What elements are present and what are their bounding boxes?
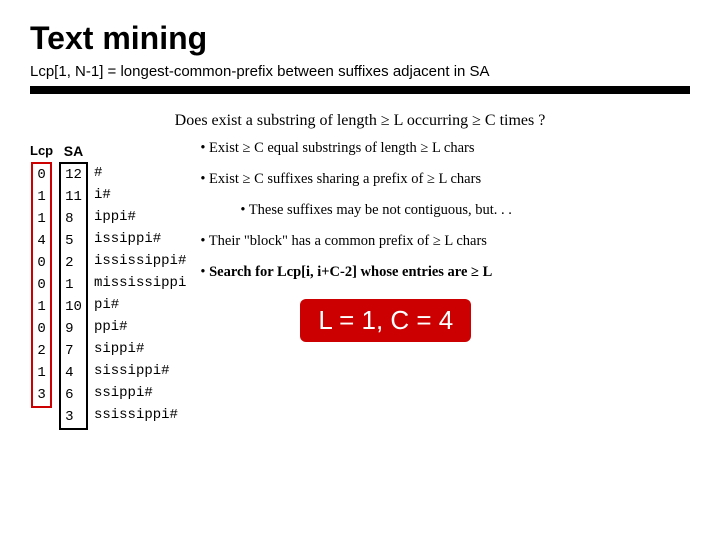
- bullet-5: • Search for Lcp[i, i+C-2] whose entries…: [200, 264, 690, 281]
- content-area: Lcp 0 1 1 4 0 0 1 0 2 1 3 SA 12 11 8 5 2…: [30, 140, 690, 430]
- suffix-cell: i#: [94, 184, 186, 206]
- bullet-1: • Exist ≥ C equal substrings of length ≥…: [200, 140, 690, 157]
- slide-subtitle: Lcp[1, N-1] = longest-common-prefix betw…: [30, 63, 690, 80]
- lcp-cell: 0: [37, 274, 45, 296]
- suffix-cell: ssissippi#: [94, 404, 186, 426]
- suffix-cell: ississippi#: [94, 250, 186, 272]
- bullet-5-pre: •: [200, 264, 209, 280]
- sa-cell: 1: [65, 274, 82, 296]
- lcp-cell: 3: [37, 384, 45, 406]
- result-box: L = 1, C = 4: [300, 299, 471, 342]
- lcp-box: 0 1 1 4 0 0 1 0 2 1 3: [31, 162, 51, 408]
- suffix-cell: mississippi: [94, 272, 186, 294]
- lcp-cell: 1: [37, 186, 45, 208]
- question-text: Does exist a substring of length ≥ L occ…: [30, 112, 690, 130]
- bullet-3: • These suffixes may be not contiguous, …: [200, 202, 690, 219]
- lcp-cell: 0: [37, 318, 45, 340]
- suffix-cell: #: [94, 162, 186, 184]
- sa-cell: 11: [65, 186, 82, 208]
- lcp-cell: 2: [37, 340, 45, 362]
- sa-cell: 3: [65, 406, 82, 428]
- suffix-cell: ssippi#: [94, 382, 186, 404]
- divider-bar: [30, 86, 690, 94]
- sa-cell: 10: [65, 296, 82, 318]
- suffix-cell: issippi#: [94, 228, 186, 250]
- bullet-area: • Exist ≥ C equal substrings of length ≥…: [192, 140, 690, 430]
- sa-cell: 9: [65, 318, 82, 340]
- lcp-cell: 1: [37, 208, 45, 230]
- sa-header: SA: [64, 140, 83, 162]
- suffix-cell: ppi#: [94, 316, 186, 338]
- sa-cell: 7: [65, 340, 82, 362]
- lcp-column: Lcp 0 1 1 4 0 0 1 0 2 1 3: [30, 140, 53, 430]
- lcp-cell: 0: [37, 252, 45, 274]
- sa-cell: 8: [65, 208, 82, 230]
- slide-title: Text mining: [30, 20, 690, 57]
- sa-cell: 4: [65, 362, 82, 384]
- lcp-header: Lcp: [30, 140, 53, 162]
- suffix-cell: sissippi#: [94, 360, 186, 382]
- lcp-cell: 0: [37, 164, 45, 186]
- sa-box: 12 11 8 5 2 1 10 9 7 4 6 3: [59, 162, 88, 430]
- lcp-cell: 1: [37, 362, 45, 384]
- sa-cell: 12: [65, 164, 82, 186]
- sa-cell: 6: [65, 384, 82, 406]
- suffix-cell: pi#: [94, 294, 186, 316]
- sa-cell: 5: [65, 230, 82, 252]
- lcp-cell: 4: [37, 230, 45, 252]
- bullet-4: • Their "block" has a common prefix of ≥…: [200, 233, 690, 250]
- suffix-cell: ippi#: [94, 206, 186, 228]
- sa-cell: 2: [65, 252, 82, 274]
- suffix-cell: sippi#: [94, 338, 186, 360]
- bullet-5-bold: Search for Lcp[i, i+C-2] whose entries a…: [209, 264, 492, 280]
- suffix-column: # i# ippi# issippi# ississippi# mississi…: [94, 140, 186, 430]
- sa-column: SA 12 11 8 5 2 1 10 9 7 4 6 3: [59, 140, 88, 430]
- lcp-cell: 1: [37, 296, 45, 318]
- bullet-2: • Exist ≥ C suffixes sharing a prefix of…: [200, 171, 690, 188]
